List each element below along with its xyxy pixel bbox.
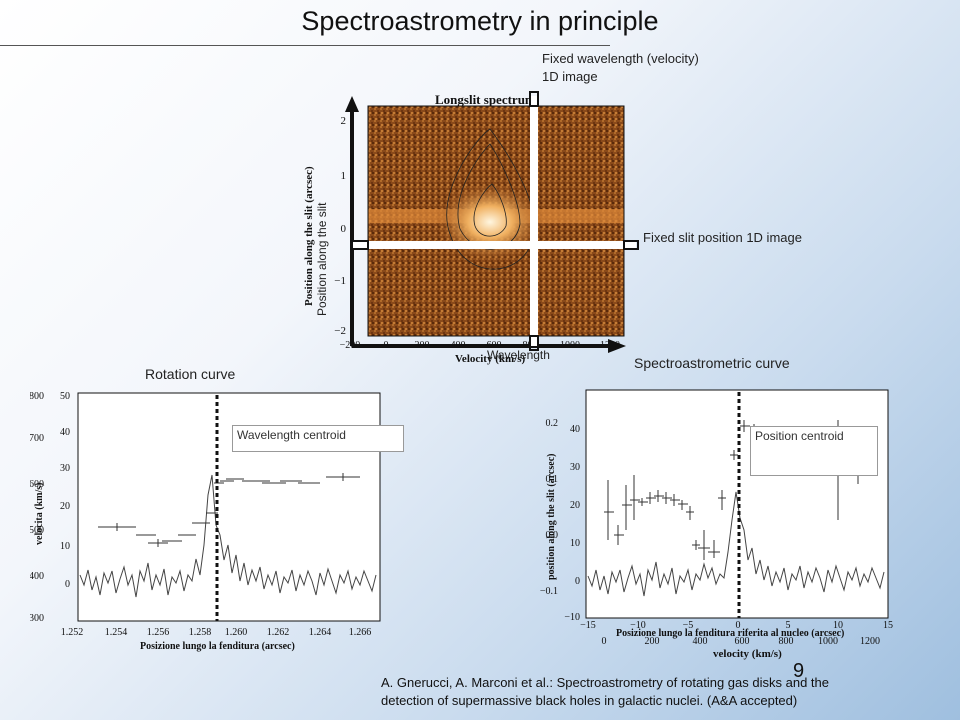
citation-line2: detection of supermassive black holes in…: [381, 692, 797, 710]
longslit-spectrum-figure: Longslit spectrum 2 1 0 −1 −2 −200 0 200…: [290, 84, 690, 374]
vertical-cut-label-line1: Fixed wavelength (velocity): [542, 51, 699, 66]
vertical-cut-label-line2: 1D image: [542, 69, 598, 84]
rotation-curve-heading: Rotation curve: [145, 366, 235, 382]
x-tick: 1.260: [225, 627, 248, 638]
y-tick-inner: 20: [570, 500, 580, 511]
x-tick-inner: 15: [883, 620, 893, 631]
y-axis-label: Position along the slit (arcsec): [303, 166, 315, 306]
x-axis-label: velocity (km/s): [713, 648, 782, 660]
horizontal-cut-label: Fixed slit position 1D image: [643, 230, 802, 245]
x-tick: 1.254: [105, 627, 128, 638]
y-tick: 2: [341, 115, 347, 127]
y-tick: −1: [334, 275, 346, 287]
y-tick-inner: 10: [60, 541, 70, 552]
overlay-y-arrow: [345, 96, 359, 112]
y-tick: 0.2: [546, 418, 559, 429]
y-tick: −2: [334, 325, 346, 337]
y-tick: 0: [341, 223, 347, 235]
y-tick-inner: 0: [65, 579, 70, 590]
y-axis-label: position along the slit (arcsec): [546, 454, 557, 580]
x-tick: 1.256: [147, 627, 170, 638]
y-tick-inner: −10: [564, 612, 580, 623]
y-tick-inner: 50: [60, 391, 70, 402]
x-tick: 1.262: [267, 627, 290, 638]
overlay-y-label: Position along the slit: [315, 202, 329, 316]
y-tick-inner: 0: [575, 576, 580, 587]
y-axis-label: velocita (km/s): [34, 483, 45, 546]
y-tick-inner: 30: [570, 462, 580, 473]
citation-line1: A. Gnerucci, A. Marconi et al.: Spectroa…: [381, 674, 829, 692]
x-tick: 1.258: [189, 627, 212, 638]
spectroastrometric-curve-heading: Spectroastrometric curve: [634, 355, 790, 371]
x-axis-label: Posizione lungo la fenditura (arcsec): [140, 641, 295, 652]
x-axis-label-top: Posizione lungo la fenditura riferita al…: [616, 628, 844, 639]
x-tick: 1200: [860, 636, 880, 647]
y-tick: −0.1: [540, 586, 558, 597]
y-tick-inner: 30: [60, 463, 70, 474]
horizontal-cut-band: [352, 241, 636, 249]
x-tick: 1.264: [309, 627, 332, 638]
x-tick: 0: [602, 636, 607, 647]
y-tick: 1: [341, 170, 347, 182]
wavelength-centroid-callout: Wavelength centroid: [232, 425, 404, 452]
spectroastrometric-figure: 0.2 0.1 0.0 −0.1 40 30 20 10 0 −10 −15 −…: [538, 380, 898, 662]
position-centroid-callout: Position centroid: [750, 426, 878, 476]
y-tick-inner: 20: [60, 501, 70, 512]
overlay-x-label: Wavelength: [487, 348, 550, 362]
spectroastro-plot-frame: [586, 390, 888, 618]
y-tick-inner: 10: [570, 538, 580, 549]
x-tick-inner: −15: [580, 620, 596, 631]
spectrum-title: Longslit spectrum: [435, 92, 536, 107]
title-underline: [0, 45, 610, 46]
y-tick: 400: [30, 571, 44, 582]
x-tick: 1.266: [349, 627, 372, 638]
x-tick: 1.252: [61, 627, 84, 638]
y-tick-inner: 40: [60, 427, 70, 438]
vertical-cut-band: [530, 96, 538, 346]
y-tick-inner: 40: [570, 424, 580, 435]
y-tick: 800: [30, 391, 44, 402]
slide-title: Spectroastrometry in principle: [0, 6, 960, 37]
y-tick: 300: [30, 613, 44, 624]
y-tick: 700: [30, 433, 44, 444]
